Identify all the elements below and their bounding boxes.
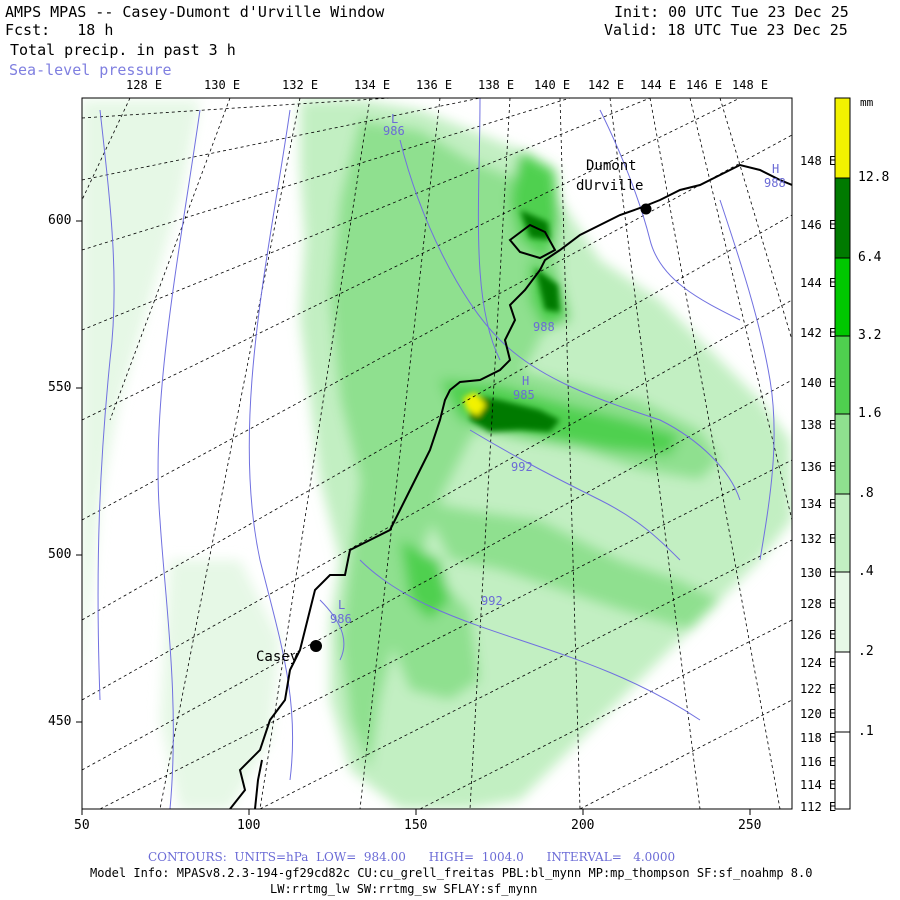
x-tick-label: 150 xyxy=(404,818,428,833)
x-tick-label: 50 xyxy=(74,818,90,833)
colorbar-level: 1.6 xyxy=(858,406,882,421)
station-label-casey: Casey xyxy=(256,649,299,665)
colorbar-level: .8 xyxy=(858,486,874,501)
colorbar-level: 12.8 xyxy=(858,170,890,185)
colorbar-unit: mm xyxy=(860,96,874,109)
physics-info: LW:rrtmg_lw SW:rrtmg_sw SFLAY:sf_mynn xyxy=(270,882,538,896)
lat-label: 120 E xyxy=(800,707,837,721)
lon-label: 140 E xyxy=(534,78,571,92)
map-frame xyxy=(81,97,793,810)
casey-marker xyxy=(310,640,322,652)
init-time: Init: 00 UTC Tue 23 Dec 25 xyxy=(614,3,849,21)
lon-label: 138 E xyxy=(478,78,515,92)
lat-label: 146 E xyxy=(800,218,837,232)
lat-label: 112 E xyxy=(800,800,837,814)
x-tick-label: 200 xyxy=(571,818,595,833)
field-name: Total precip. in past 3 h xyxy=(10,41,236,59)
y-axis-ticks xyxy=(76,220,82,723)
lat-label: 118 E xyxy=(800,731,837,745)
lat-label: 148 E xyxy=(800,154,837,168)
valid-time: Valid: 18 UTC Tue 23 Dec 25 xyxy=(604,21,848,39)
overlay-name: Sea-level pressure xyxy=(9,61,172,79)
pressure-high-value: 988 xyxy=(764,176,786,190)
lon-label: 146 E xyxy=(686,78,723,92)
lat-label: 128 E xyxy=(800,597,837,611)
plot-title: AMPS MPAS -- Casey-Dumont d'Urville Wind… xyxy=(5,3,385,21)
lat-label: 114 E xyxy=(800,778,837,792)
pressure-contour-label: 992 xyxy=(481,594,503,608)
lon-label: 142 E xyxy=(588,78,625,92)
x-tick-label: 100 xyxy=(237,818,261,833)
lon-label: 130 E xyxy=(204,78,241,92)
lat-label: 126 E xyxy=(800,628,837,642)
forecast-hour: Fcst: 18 h xyxy=(5,21,114,39)
lon-label: 132 E xyxy=(282,78,319,92)
colorbar-level: .1 xyxy=(858,724,874,739)
pressure-low-marker: L xyxy=(338,598,346,612)
lon-label: 136 E xyxy=(416,78,453,92)
pressure-high-value: 985 xyxy=(513,388,535,402)
lat-label: 122 E xyxy=(800,682,837,696)
contour-info: CONTOURS: UNITS=hPa LOW= 984.00 HIGH= 10… xyxy=(148,850,676,864)
pressure-high-marker: H xyxy=(772,162,780,176)
lon-label: 148 E xyxy=(732,78,769,92)
pressure-contour-label: 992 xyxy=(511,460,533,474)
colorbar-level: 3.2 xyxy=(858,328,882,343)
colorbar-level: 6.4 xyxy=(858,250,882,265)
pressure-low-value: 986 xyxy=(330,612,352,626)
pressure-low-value: 986 xyxy=(383,124,405,138)
lat-label: 142 E xyxy=(800,326,837,340)
x-axis-ticks xyxy=(81,809,751,815)
y-tick-label: 600 xyxy=(48,213,72,228)
lat-label: 144 E xyxy=(800,276,837,290)
lon-label: 134 E xyxy=(354,78,391,92)
colorbar-level: .4 xyxy=(858,564,874,579)
lat-label: 124 E xyxy=(800,656,837,670)
precip-field xyxy=(82,100,792,809)
lat-label: 138 E xyxy=(800,418,837,432)
coastline xyxy=(229,163,792,809)
lat-label: 140 E xyxy=(800,376,837,390)
lon-label: 128 E xyxy=(126,78,163,92)
lat-label: 116 E xyxy=(800,755,837,769)
colorbar-level: .2 xyxy=(858,644,874,659)
colorbar xyxy=(834,97,851,810)
y-tick-label: 550 xyxy=(48,380,72,395)
y-tick-label: 500 xyxy=(48,547,72,562)
lat-label: 136 E xyxy=(800,460,837,474)
pressure-low-marker: L xyxy=(391,112,399,126)
lon-label: 144 E xyxy=(640,78,677,92)
graticule xyxy=(82,98,792,809)
pressure-contours xyxy=(97,98,775,809)
lat-label: 134 E xyxy=(800,497,837,511)
station-label-durville: dUrville xyxy=(576,178,644,194)
model-info: Model Info: MPASv8.2.3-194-gf29cd82c CU:… xyxy=(90,866,813,880)
pressure-high-marker: H xyxy=(522,374,530,388)
y-tick-label: 450 xyxy=(48,714,72,729)
lat-label: 132 E xyxy=(800,532,837,546)
lat-label: 130 E xyxy=(800,566,837,580)
dumont-durville-marker xyxy=(640,203,652,215)
station-label-dumont: Dumont xyxy=(586,158,637,174)
pressure-contour-label: 988 xyxy=(533,320,555,334)
x-tick-label: 250 xyxy=(738,818,762,833)
